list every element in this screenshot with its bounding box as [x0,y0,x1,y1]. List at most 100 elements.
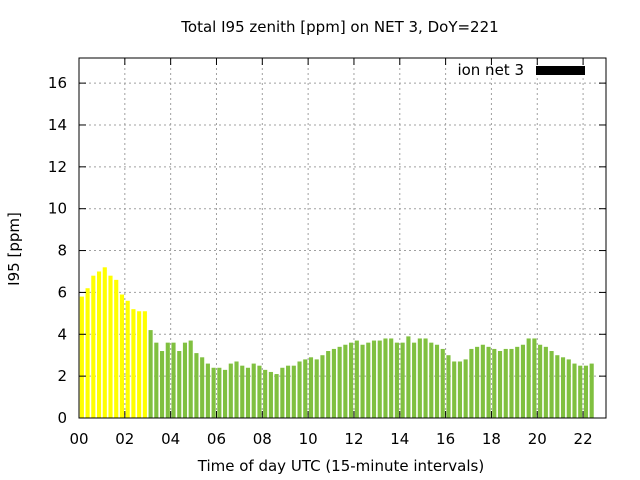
bar [503,348,508,418]
bar [417,338,422,418]
bar [119,294,125,418]
bar [326,351,331,418]
bar [331,348,336,418]
bar [228,363,233,418]
bar [583,365,589,418]
bar [492,348,497,418]
x-tick-label: 22 [574,430,593,448]
bar [463,359,468,418]
bar [572,363,577,418]
bar [320,355,325,418]
x-tick-label: 00 [69,430,88,448]
bar [291,365,296,418]
bar [589,363,594,418]
x-tick-label: 12 [344,430,363,448]
bar [148,330,153,418]
bar [274,374,279,418]
bar [131,309,136,418]
bar [532,338,537,418]
bar [142,311,147,418]
bar [308,357,314,418]
bar [102,267,107,418]
legend: ion net 3 [457,61,585,79]
bar [194,353,199,418]
chart-title: Total I95 zenith [ppm] on NET 3, DoY=221 [180,18,498,36]
x-tick-label: 06 [207,430,226,448]
bars [79,267,594,418]
bar [452,361,457,418]
bar [234,361,239,418]
legend-swatch [536,66,585,75]
bar [354,340,359,418]
x-tick-label: 14 [390,430,409,448]
bar [217,367,222,418]
bar [165,342,170,418]
x-tick-label: 20 [528,430,547,448]
y-tick-label: 4 [57,325,67,343]
bar [383,338,388,418]
grid [79,58,606,418]
bar [79,296,84,418]
x-axis-label: Time of day UTC (15-minute intervals) [197,457,484,475]
bar [286,365,291,418]
bar [560,357,566,418]
bar [543,346,548,418]
bar [223,369,228,418]
x-tick-label: 18 [482,430,501,448]
bar [200,357,205,418]
y-tick-label: 12 [48,158,67,176]
bar [303,359,308,418]
bar [211,367,216,418]
bar [457,361,462,418]
bar [337,346,342,418]
bar [497,351,503,418]
bar [154,342,159,418]
legend-label: ion net 3 [457,61,524,79]
bar [188,340,193,418]
bar [480,344,485,418]
bar [280,367,285,418]
bar [360,344,365,418]
bar [245,367,251,418]
plot-border [78,57,607,419]
bar [177,351,182,418]
bar [297,361,302,418]
bar [515,346,520,418]
bar [96,271,102,418]
bar [159,351,165,418]
bar [440,348,445,418]
bar [377,340,382,418]
bar [171,342,176,418]
bar [263,369,268,418]
bar [475,346,480,418]
bar [520,344,526,418]
bar [486,346,491,418]
bar [423,338,428,418]
bar [125,300,130,418]
bar [412,342,417,418]
y-tick-label: 16 [48,74,67,92]
bar [314,359,319,418]
bar [240,365,245,418]
x-tick-label: 08 [253,430,272,448]
bar [182,342,188,418]
bar [251,363,256,418]
bar [389,338,394,418]
y-tick-label: 14 [48,116,67,134]
bar [434,344,440,418]
bar [108,275,113,418]
bar [85,288,90,418]
bar [137,311,142,418]
bar [91,275,96,418]
bar [509,348,514,418]
bar [549,351,554,418]
bar [394,342,399,418]
bar [400,342,405,418]
bar [114,279,119,418]
bar [257,365,262,418]
bar [371,340,377,418]
y-tick-label: 10 [48,200,67,218]
bar [406,336,411,418]
